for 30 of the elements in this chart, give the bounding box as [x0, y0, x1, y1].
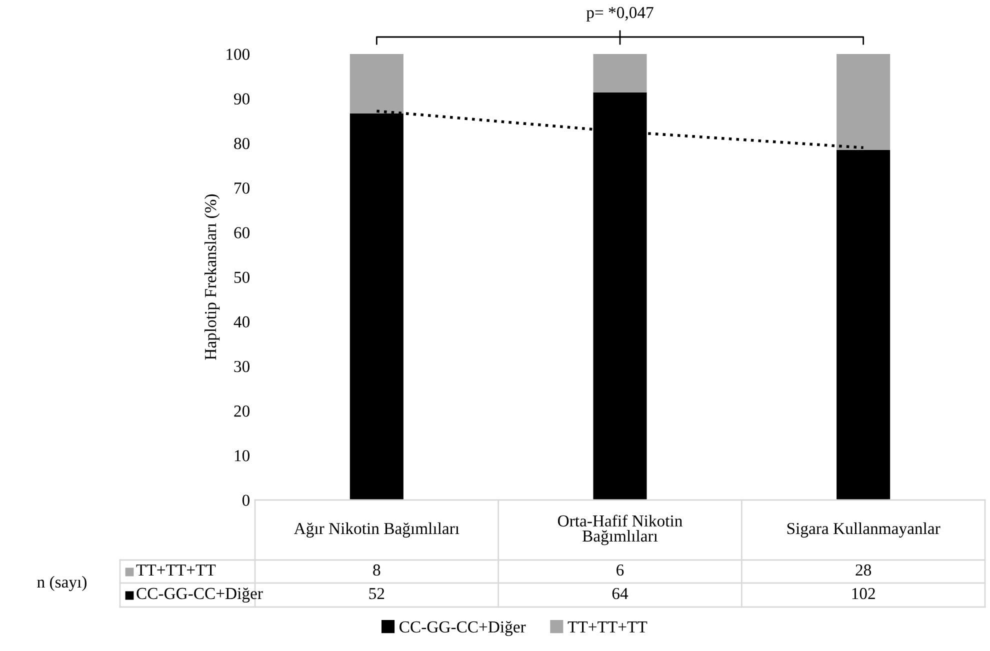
text: 8: [373, 564, 380, 576]
bar: [836, 54, 890, 150]
y-axis-title: Haplotip Frekansları (%): [204, 194, 220, 360]
y-tick-label: 60: [234, 227, 250, 238]
y-tick-label: 80: [234, 138, 250, 150]
y-tick-label: 10: [234, 450, 250, 462]
legend-label: TT+TT+TT: [136, 564, 216, 576]
bar: [593, 54, 647, 92]
text: 6: [616, 564, 624, 576]
y-tick-label: 0: [242, 494, 250, 506]
text: 52: [369, 588, 384, 600]
y-tick-label: 50: [234, 272, 250, 283]
x-tick-label: Sigara Kullanmayanlar: [787, 522, 940, 538]
text: 28: [856, 564, 872, 576]
text: 64: [612, 588, 628, 600]
y-tick-label: 20: [234, 406, 250, 417]
y-tick-label: 90: [234, 93, 250, 105]
text: CC-GG-CC+Diğer: [136, 588, 263, 603]
y-tick-label: 100: [226, 48, 250, 60]
text: 102: [852, 588, 875, 600]
bar: [350, 54, 404, 114]
text: p= *0,047: [586, 6, 654, 22]
y-tick-label: 30: [234, 360, 250, 372]
text: n (sayı): [37, 576, 86, 592]
x-tick-label: Ağır Nikotin Bağımlıları: [294, 522, 460, 538]
legend-label: CC-GG-CC+Diğer: [400, 621, 526, 636]
x-tick-label: Orta-Hafif Nikotin Bağımlıları: [558, 514, 682, 546]
y-tick-label: 70: [234, 182, 250, 194]
text: TT+TT+TT: [568, 621, 648, 632]
y-tick-label: 40: [234, 316, 250, 328]
